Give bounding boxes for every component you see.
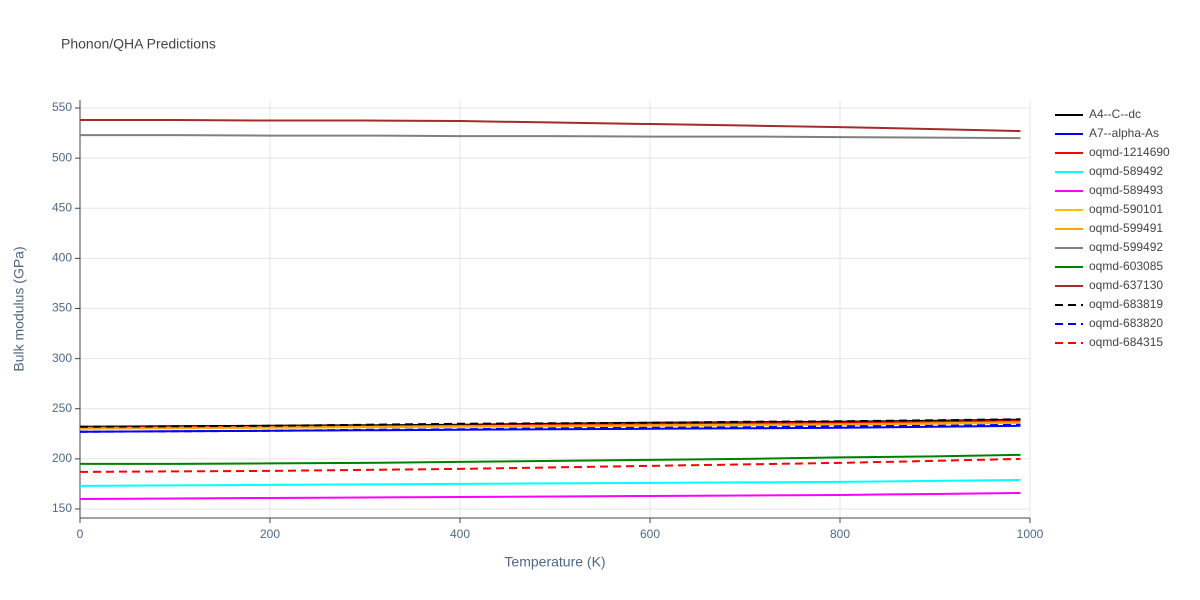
legend-label: oqmd-590101 <box>1089 202 1163 216</box>
legend-label: oqmd-589493 <box>1089 183 1163 197</box>
legend-label: oqmd-637130 <box>1089 278 1163 292</box>
x-tick-label: 800 <box>830 527 850 541</box>
series-line <box>79 478 1021 487</box>
legend-label: oqmd-684315 <box>1089 335 1163 349</box>
legend-label: oqmd-589492 <box>1089 164 1163 178</box>
y-axis-title: Bulk modulus (GPa) <box>11 246 27 371</box>
legend-label: A7--alpha-As <box>1089 126 1159 140</box>
legend-label: oqmd-1214690 <box>1089 145 1170 159</box>
series-line <box>80 453 1021 465</box>
y-tick-label: 150 <box>52 501 72 515</box>
series-line <box>80 119 1021 133</box>
x-tick-label: 400 <box>450 527 470 541</box>
legend-label: A4--C--dc <box>1089 107 1141 121</box>
y-tick-label: 500 <box>52 150 72 164</box>
legend-label: oqmd-603085 <box>1089 259 1163 273</box>
series-line <box>79 421 1021 430</box>
x-axis-title: Temperature (K) <box>504 554 605 570</box>
chart-title: Phonon/QHA Predictions <box>61 36 216 52</box>
legend-label: oqmd-599492 <box>1089 240 1163 254</box>
legend-label: oqmd-683819 <box>1089 297 1163 311</box>
legend-label: oqmd-683820 <box>1089 316 1163 330</box>
y-tick-label: 300 <box>52 351 72 365</box>
series-line <box>79 423 1021 433</box>
x-tick-label: 0 <box>77 527 84 541</box>
y-tick-label: 200 <box>52 451 72 465</box>
y-tick-label: 350 <box>52 301 72 315</box>
y-tick-label: 450 <box>52 200 72 214</box>
legend-label: oqmd-599491 <box>1089 221 1163 235</box>
x-tick-label: 1000 <box>1017 527 1044 541</box>
series-line <box>80 134 1021 140</box>
x-tick-label: 200 <box>260 527 280 541</box>
series-line <box>79 418 1021 428</box>
x-tick-label: 600 <box>640 527 660 541</box>
y-tick-label: 250 <box>52 401 72 415</box>
y-tick-label: 550 <box>52 100 72 114</box>
series-line <box>79 491 1021 500</box>
y-tick-label: 400 <box>52 251 72 265</box>
series-line <box>79 457 1021 473</box>
